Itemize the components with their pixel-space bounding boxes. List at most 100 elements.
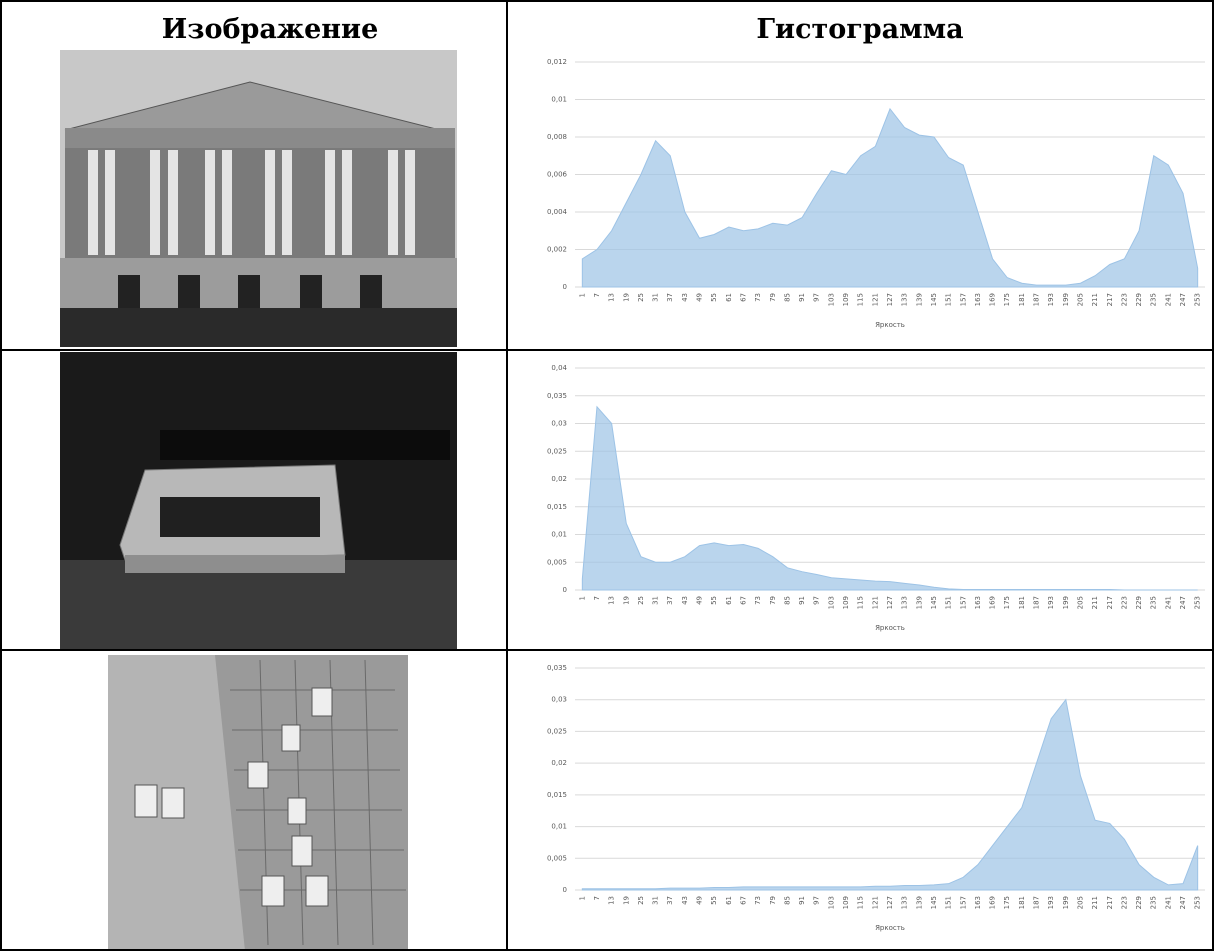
x-tick-label: 163	[974, 596, 982, 609]
y-tick-label: 0,03	[551, 420, 567, 428]
building-photo	[60, 50, 457, 347]
x-tick-label: 253	[1194, 596, 1202, 609]
x-tick-label: 235	[1150, 596, 1158, 609]
x-tick-label: 1	[578, 896, 586, 900]
x-tick-label: 43	[681, 293, 689, 302]
x-tick-label: 97	[813, 896, 821, 905]
y-tick-label: 0,04	[551, 364, 567, 372]
x-tick-label: 109	[842, 896, 850, 909]
y-tick-label: 0,004	[547, 208, 568, 216]
x-axis-label: Яркость	[875, 321, 905, 329]
x-tick-label: 181	[1018, 596, 1026, 609]
x-tick-label: 199	[1062, 896, 1070, 909]
x-tick-label: 145	[930, 596, 938, 609]
x-tick-label: 67	[739, 293, 747, 302]
x-tick-label: 7	[593, 293, 601, 297]
x-tick-label: 157	[959, 596, 967, 609]
x-tick-label: 109	[842, 596, 850, 609]
x-tick-label: 199	[1062, 293, 1070, 306]
x-tick-label: 121	[871, 293, 879, 306]
x-tick-label: 151	[945, 596, 953, 609]
y-tick-label: 0,002	[547, 246, 567, 254]
x-tick-label: 31	[652, 596, 660, 605]
x-tick-label: 1	[578, 596, 586, 600]
y-tick-label: 0,025	[547, 727, 567, 735]
x-tick-label: 7	[593, 896, 601, 900]
y-tick-label: 0,035	[547, 392, 567, 400]
x-tick-label: 1	[578, 293, 586, 297]
x-tick-label: 139	[915, 896, 923, 909]
x-tick-label: 133	[901, 896, 909, 909]
x-tick-label: 85	[783, 896, 791, 905]
x-tick-label: 235	[1150, 896, 1158, 909]
x-tick-label: 151	[945, 896, 953, 909]
x-tick-label: 25	[637, 596, 645, 605]
x-tick-label: 55	[710, 596, 718, 605]
x-tick-label: 79	[769, 896, 777, 905]
x-tick-label: 25	[637, 896, 645, 905]
x-tick-label: 235	[1150, 293, 1158, 306]
x-tick-label: 97	[813, 596, 821, 605]
histogram-area	[581, 107, 1199, 288]
x-tick-label: 187	[1033, 293, 1041, 306]
x-tick-label: 127	[886, 596, 894, 609]
x-tick-label: 193	[1047, 596, 1055, 609]
y-tick-label: 0	[563, 283, 567, 291]
typewriter-photo	[60, 352, 457, 649]
x-tick-label: 55	[710, 293, 718, 302]
x-tick-label: 175	[1003, 896, 1011, 909]
x-tick-label: 229	[1135, 596, 1143, 609]
x-tick-label: 115	[857, 896, 865, 909]
x-tick-label: 181	[1018, 293, 1026, 306]
column-header: Гистограмма	[756, 14, 963, 45]
x-tick-label: 139	[915, 596, 923, 609]
x-tick-label: 181	[1018, 896, 1026, 909]
x-tick-label: 229	[1135, 896, 1143, 909]
y-tick-label: 0,01	[551, 823, 567, 831]
x-tick-label: 193	[1047, 896, 1055, 909]
x-tick-label: 19	[622, 896, 630, 905]
x-tick-label: 163	[974, 293, 982, 306]
y-tick-label: 0,02	[551, 475, 567, 483]
x-tick-label: 175	[1003, 596, 1011, 609]
x-tick-label: 67	[739, 596, 747, 605]
x-tick-label: 91	[798, 596, 806, 605]
x-tick-label: 85	[783, 596, 791, 605]
y-tick-label: 0,005	[547, 558, 567, 566]
x-tick-label: 169	[989, 896, 997, 909]
x-tick-label: 43	[681, 596, 689, 605]
x-tick-label: 127	[886, 896, 894, 909]
x-tick-label: 121	[871, 596, 879, 609]
y-tick-label: 0,025	[547, 447, 567, 455]
x-tick-label: 199	[1062, 596, 1070, 609]
x-tick-label: 121	[871, 896, 879, 909]
x-tick-label: 79	[769, 596, 777, 605]
x-tick-label: 241	[1164, 896, 1172, 909]
x-tick-label: 145	[930, 896, 938, 909]
y-tick-label: 0,008	[547, 133, 567, 141]
x-tick-label: 139	[915, 293, 923, 306]
x-tick-label: 43	[681, 896, 689, 905]
x-tick-label: 73	[754, 896, 762, 905]
x-tick-label: 217	[1106, 293, 1114, 306]
y-tick-label: 0,015	[547, 503, 567, 511]
x-tick-label: 247	[1179, 596, 1187, 609]
x-tick-label: 127	[886, 293, 894, 306]
x-tick-label: 73	[754, 596, 762, 605]
x-axis-label: Яркость	[875, 624, 905, 632]
x-tick-label: 151	[945, 293, 953, 306]
x-tick-label: 13	[608, 896, 616, 905]
x-tick-label: 217	[1106, 896, 1114, 909]
x-tick-label: 169	[989, 293, 997, 306]
y-tick-label: 0,03	[551, 696, 567, 704]
x-tick-label: 103	[827, 293, 835, 306]
x-tick-label: 37	[666, 293, 674, 302]
x-tick-label: 109	[842, 293, 850, 306]
x-tick-label: 187	[1033, 596, 1041, 609]
x-tick-label: 55	[710, 896, 718, 905]
y-tick-label: 0,006	[547, 171, 568, 179]
column-header: Изображение	[162, 14, 379, 45]
x-tick-label: 211	[1091, 293, 1099, 306]
